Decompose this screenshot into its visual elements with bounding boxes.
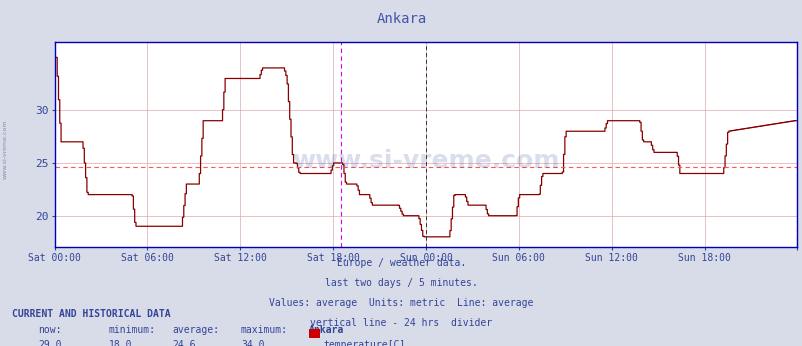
Text: temperature[C]: temperature[C] xyxy=(323,340,405,346)
Text: minimum:: minimum: xyxy=(108,325,156,335)
Text: maximum:: maximum: xyxy=(241,325,288,335)
Text: average:: average: xyxy=(172,325,220,335)
Text: Ankara: Ankara xyxy=(376,12,426,26)
Text: Ankara: Ankara xyxy=(309,325,344,335)
Text: CURRENT AND HISTORICAL DATA: CURRENT AND HISTORICAL DATA xyxy=(12,309,171,319)
Text: vertical line - 24 hrs  divider: vertical line - 24 hrs divider xyxy=(310,318,492,328)
Text: 24.6: 24.6 xyxy=(172,340,196,346)
Text: Europe / weather data.: Europe / weather data. xyxy=(337,258,465,268)
Text: www.si-vreme.com: www.si-vreme.com xyxy=(2,119,7,179)
Text: 18.0: 18.0 xyxy=(108,340,132,346)
Text: last two days / 5 minutes.: last two days / 5 minutes. xyxy=(325,278,477,288)
Text: 34.0: 34.0 xyxy=(241,340,264,346)
Text: 29.0: 29.0 xyxy=(38,340,62,346)
Text: Values: average  Units: metric  Line: average: Values: average Units: metric Line: aver… xyxy=(269,298,533,308)
Text: now:: now: xyxy=(38,325,62,335)
Text: www.si-vreme.com: www.si-vreme.com xyxy=(292,149,559,173)
